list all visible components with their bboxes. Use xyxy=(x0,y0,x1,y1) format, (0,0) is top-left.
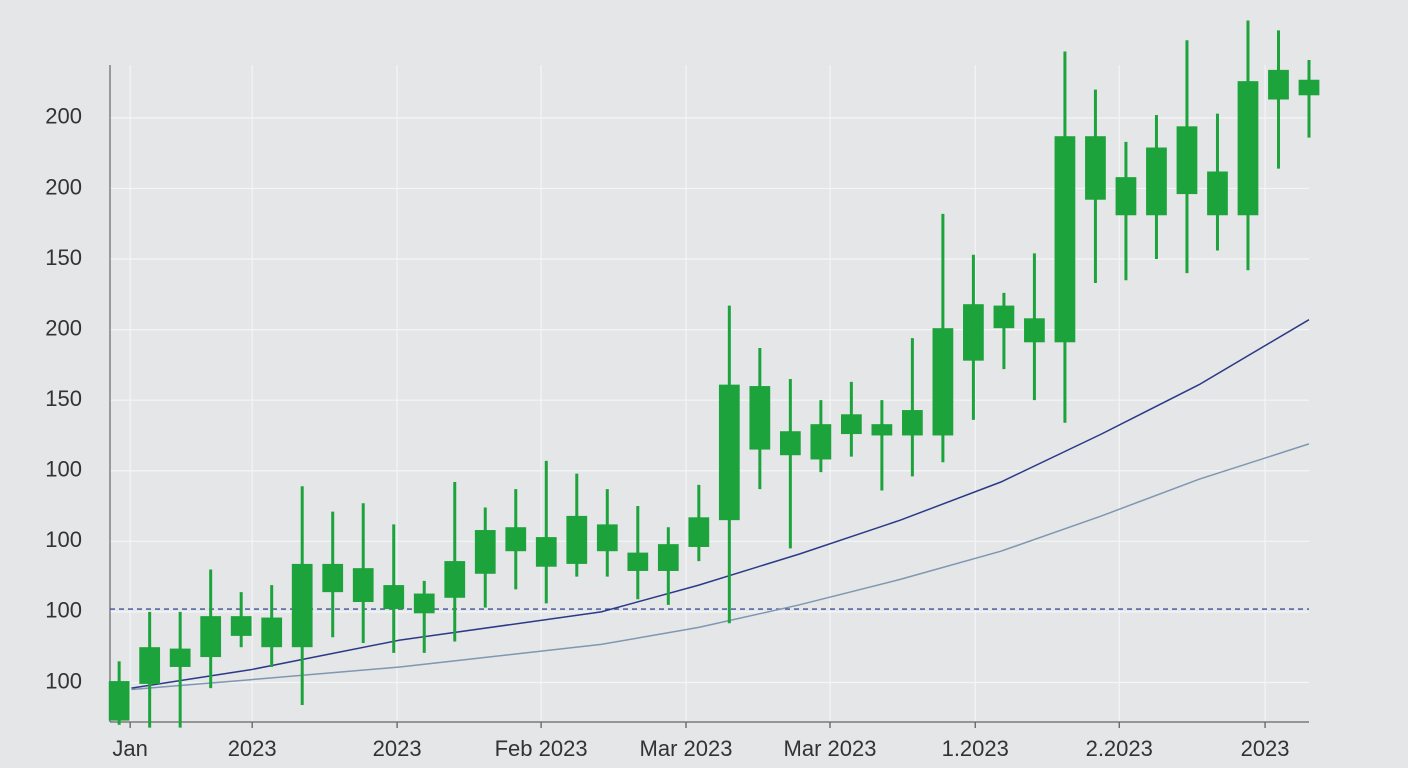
x-tick-label: Jan xyxy=(112,736,147,761)
candle-body xyxy=(1146,147,1167,216)
candle-body xyxy=(1054,136,1076,343)
candle-body xyxy=(230,616,252,636)
candle-body xyxy=(200,616,222,658)
candle-body xyxy=(688,517,710,547)
candle-body xyxy=(657,544,679,571)
candle-body xyxy=(505,527,527,552)
y-tick-label: 150 xyxy=(45,386,82,411)
x-tick-label: 2023 xyxy=(228,736,277,761)
y-tick-label: 200 xyxy=(45,315,82,340)
candle-body xyxy=(1176,126,1198,195)
candle-body xyxy=(1237,81,1259,216)
candle-body xyxy=(322,563,344,593)
x-tick-label: 2.2023 xyxy=(1086,736,1153,761)
candle-body xyxy=(1024,318,1045,343)
candle-body xyxy=(566,515,588,564)
candle-body xyxy=(169,648,191,667)
x-tick-label: 1.2023 xyxy=(942,736,1009,761)
candle-body xyxy=(1207,171,1228,216)
candle-body xyxy=(139,647,161,684)
candle-body xyxy=(779,431,801,456)
candle-body xyxy=(413,593,435,614)
x-tick-label: 2023 xyxy=(1241,736,1290,761)
candle-body xyxy=(810,424,832,460)
trend-line xyxy=(131,443,1310,691)
candle-body xyxy=(1268,69,1289,100)
candle-body xyxy=(596,524,618,552)
y-tick-label: 100 xyxy=(45,668,82,693)
candle-body xyxy=(261,617,283,648)
candle-body xyxy=(535,537,557,567)
candle-body xyxy=(902,410,923,436)
y-tick-label: 100 xyxy=(45,527,82,552)
candle-body xyxy=(1085,136,1106,200)
candle-body xyxy=(291,563,313,648)
x-tick-label: Mar 2023 xyxy=(784,736,877,761)
trend-line xyxy=(131,319,1310,689)
x-tick-label: 2023 xyxy=(373,736,422,761)
x-tick-label: Feb 2023 xyxy=(495,736,588,761)
candle-body xyxy=(718,384,740,521)
candle-body xyxy=(383,585,405,610)
candle-body xyxy=(963,304,984,361)
y-tick-label: 150 xyxy=(45,245,82,270)
y-tick-label: 200 xyxy=(45,104,82,129)
candle-body xyxy=(840,414,862,435)
candle-body xyxy=(627,552,649,571)
y-tick-label: 100 xyxy=(45,598,82,623)
candle-body xyxy=(1115,177,1137,216)
x-tick-label: Mar 2023 xyxy=(640,736,733,761)
candle-body xyxy=(352,568,374,603)
candle-body xyxy=(1298,79,1320,96)
candle-body xyxy=(749,386,771,450)
y-tick-label: 200 xyxy=(45,174,82,199)
candle-body xyxy=(993,305,1015,329)
candle-body xyxy=(871,424,893,436)
candle-body xyxy=(108,681,130,721)
candle-body xyxy=(474,530,496,574)
candle-body xyxy=(932,328,954,436)
y-tick-label: 100 xyxy=(45,457,82,482)
candle-body xyxy=(444,561,466,598)
